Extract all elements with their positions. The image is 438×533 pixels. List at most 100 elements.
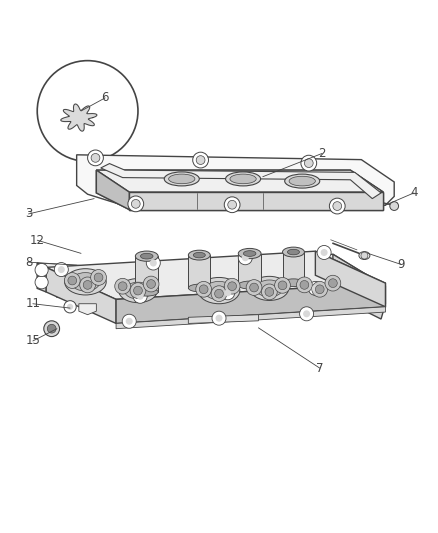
Polygon shape xyxy=(96,170,383,192)
Polygon shape xyxy=(188,314,258,324)
Circle shape xyxy=(130,282,146,298)
Circle shape xyxy=(329,198,345,214)
Ellipse shape xyxy=(359,252,370,260)
Circle shape xyxy=(196,281,212,297)
Circle shape xyxy=(211,286,227,302)
Ellipse shape xyxy=(135,251,158,261)
Circle shape xyxy=(224,289,231,296)
Ellipse shape xyxy=(169,174,195,184)
Circle shape xyxy=(35,263,48,277)
Polygon shape xyxy=(46,268,116,324)
Text: 9: 9 xyxy=(397,258,405,271)
Circle shape xyxy=(238,251,252,265)
Ellipse shape xyxy=(285,174,320,188)
Polygon shape xyxy=(188,255,210,288)
Circle shape xyxy=(196,156,205,165)
Ellipse shape xyxy=(188,284,210,292)
Circle shape xyxy=(68,276,77,285)
Circle shape xyxy=(321,249,328,256)
Polygon shape xyxy=(79,304,96,314)
Circle shape xyxy=(58,266,65,273)
Circle shape xyxy=(250,283,258,292)
Ellipse shape xyxy=(289,176,315,186)
Text: 6: 6 xyxy=(101,91,109,104)
Circle shape xyxy=(67,304,73,310)
Text: 12: 12 xyxy=(30,233,45,247)
Circle shape xyxy=(128,196,144,212)
Circle shape xyxy=(115,278,131,294)
Ellipse shape xyxy=(230,174,256,184)
Polygon shape xyxy=(129,192,383,209)
Circle shape xyxy=(246,280,262,295)
Circle shape xyxy=(88,150,103,166)
Ellipse shape xyxy=(256,280,283,297)
Circle shape xyxy=(64,273,80,288)
Ellipse shape xyxy=(250,276,289,301)
Text: 3: 3 xyxy=(25,207,32,221)
Circle shape xyxy=(242,254,249,261)
Circle shape xyxy=(134,286,142,295)
Circle shape xyxy=(199,285,208,294)
Circle shape xyxy=(91,270,106,285)
Circle shape xyxy=(315,285,324,294)
Circle shape xyxy=(35,276,48,289)
Circle shape xyxy=(54,263,68,277)
Circle shape xyxy=(131,199,140,208)
Ellipse shape xyxy=(164,172,199,186)
Polygon shape xyxy=(37,263,116,292)
Circle shape xyxy=(275,278,290,293)
Polygon shape xyxy=(116,283,385,324)
Circle shape xyxy=(308,281,322,295)
Polygon shape xyxy=(48,254,385,302)
Polygon shape xyxy=(46,251,385,300)
Polygon shape xyxy=(101,164,381,199)
Circle shape xyxy=(44,321,60,336)
Circle shape xyxy=(390,201,399,211)
Circle shape xyxy=(47,324,56,333)
Ellipse shape xyxy=(238,248,261,259)
Circle shape xyxy=(224,278,240,294)
Circle shape xyxy=(80,277,95,293)
Polygon shape xyxy=(315,251,385,307)
Circle shape xyxy=(300,280,309,289)
Circle shape xyxy=(265,287,274,296)
Ellipse shape xyxy=(188,250,210,260)
Polygon shape xyxy=(129,192,383,209)
Circle shape xyxy=(64,301,76,313)
Polygon shape xyxy=(96,170,383,192)
Polygon shape xyxy=(238,254,261,285)
Text: 11: 11 xyxy=(25,297,40,310)
Ellipse shape xyxy=(124,282,152,299)
Circle shape xyxy=(215,314,223,322)
Ellipse shape xyxy=(283,247,304,257)
Polygon shape xyxy=(333,254,385,319)
Text: 8: 8 xyxy=(25,256,32,269)
Ellipse shape xyxy=(64,269,106,295)
Polygon shape xyxy=(96,170,129,209)
Circle shape xyxy=(297,277,312,293)
Circle shape xyxy=(146,256,160,270)
Circle shape xyxy=(147,280,155,288)
Polygon shape xyxy=(283,252,304,282)
Ellipse shape xyxy=(119,279,157,303)
Circle shape xyxy=(143,276,159,292)
Text: 7: 7 xyxy=(316,361,324,375)
Polygon shape xyxy=(37,263,46,292)
Polygon shape xyxy=(135,256,158,292)
Circle shape xyxy=(317,246,331,260)
Ellipse shape xyxy=(283,279,304,287)
Circle shape xyxy=(312,285,319,292)
Circle shape xyxy=(150,260,157,266)
Circle shape xyxy=(304,159,313,167)
Circle shape xyxy=(137,293,144,300)
Polygon shape xyxy=(116,307,385,329)
Circle shape xyxy=(361,252,368,259)
Circle shape xyxy=(312,281,328,297)
Polygon shape xyxy=(392,203,398,207)
Circle shape xyxy=(228,282,237,290)
Ellipse shape xyxy=(205,281,233,300)
Ellipse shape xyxy=(141,253,153,259)
Circle shape xyxy=(325,275,341,291)
Text: 4: 4 xyxy=(410,187,418,199)
Polygon shape xyxy=(96,170,129,209)
